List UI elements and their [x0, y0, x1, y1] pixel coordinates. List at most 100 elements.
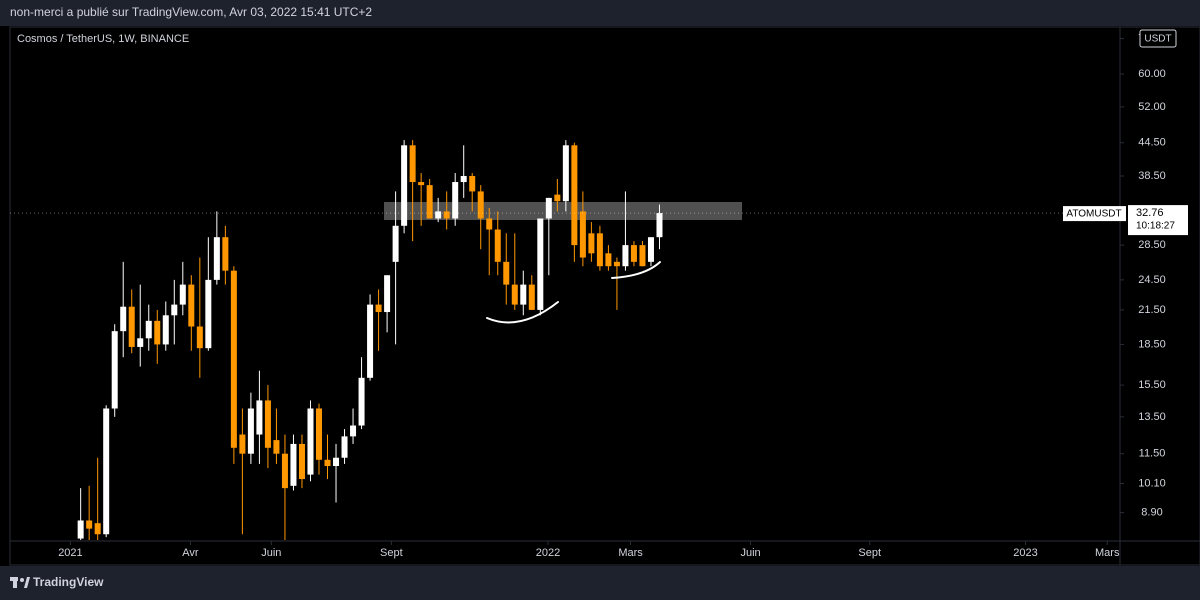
symbol-label: ATOMUSDT: [1066, 209, 1121, 220]
candle-body: [213, 237, 220, 280]
candle-body: [460, 175, 467, 183]
candle-body: [596, 233, 603, 267]
candle-body: [137, 338, 144, 347]
candle-body: [367, 304, 374, 378]
candle-body: [145, 320, 152, 339]
candle-body: [375, 304, 382, 313]
candle-body: [571, 145, 578, 246]
y-tick-label: 44.50: [1138, 137, 1166, 149]
y-tick-label: 24.50: [1138, 274, 1166, 286]
candle-body: [392, 225, 399, 262]
x-tick-label: Mars: [1095, 547, 1120, 559]
candle-body: [537, 218, 544, 310]
y-tick-label: 52.00: [1138, 101, 1166, 113]
x-tick-label: Juin: [261, 547, 281, 559]
footer-brand: TradingView: [33, 575, 104, 589]
candle-body: [358, 377, 365, 426]
candle-body: [562, 145, 569, 202]
candle-body: [554, 194, 561, 202]
candle-body: [409, 145, 416, 183]
x-tick-label: Sept: [380, 547, 403, 559]
candle-body: [341, 436, 348, 458]
candle-body: [350, 425, 357, 437]
x-tick-label: 2023: [1013, 547, 1037, 559]
candle-body: [622, 245, 629, 267]
candles: [77, 140, 663, 540]
candle-body: [239, 434, 246, 454]
candle-body: [256, 400, 263, 435]
y-tick-label: 13.50: [1138, 411, 1166, 423]
candle-body: [647, 237, 654, 262]
candle-body: [315, 408, 322, 460]
ticks: 8.90 10.10 11.50 13.50 15.50 18.50 21.50 24.50 2…: [58, 32, 1166, 558]
symbol-tag: [1063, 206, 1126, 222]
candle-body: [154, 320, 161, 345]
candle-body: [503, 261, 510, 285]
candle-body: [545, 197, 552, 219]
candle-body: [418, 182, 425, 186]
countdown-label: 10:18:27: [1136, 221, 1175, 232]
candle-body: [222, 237, 229, 271]
frame: [9, 26, 1200, 566]
candle-body: [324, 459, 331, 467]
candle-body: [656, 213, 663, 238]
candle-body: [281, 453, 288, 489]
candle-body: [613, 261, 620, 267]
candle-body: [452, 182, 459, 219]
y-tick-label: 8.90: [1141, 507, 1162, 519]
price-label: 32.76: [1136, 207, 1164, 219]
candle-body: [298, 443, 305, 480]
candle-body: [528, 284, 535, 310]
candle-body: [435, 211, 442, 219]
candle-body: [230, 270, 237, 448]
y-tick-label: 11.50: [1139, 448, 1166, 460]
x-tick-label: Avr: [182, 547, 199, 559]
candle-body: [94, 523, 101, 535]
plot-area: [9, 26, 1200, 566]
candle-body: [588, 233, 595, 254]
candle-body: [469, 175, 476, 192]
header-bar: [0, 0, 1200, 26]
candle-body: [103, 408, 110, 535]
y-tick-label: 28.50: [1138, 239, 1166, 251]
currency-button[interactable]: [1139, 29, 1177, 48]
candle-body: [333, 457, 340, 467]
candle-body: [264, 400, 271, 448]
y-tick-label: 10.10: [1138, 477, 1166, 489]
candle-body: [494, 229, 501, 262]
footer-bar: [0, 566, 1200, 600]
candle-body: [273, 440, 280, 454]
candle-body: [77, 520, 84, 539]
candle-body: [384, 275, 391, 313]
candle-body: [179, 284, 186, 305]
y-tick-label: 21.50: [1138, 304, 1166, 316]
candle-body: [290, 443, 297, 486]
header-text: non-merci a publié sur TradingView.com, …: [10, 5, 372, 19]
candle-body: [128, 306, 135, 347]
candle-body: [401, 145, 408, 226]
candle-body: [443, 211, 450, 219]
x-tick-label: 2021: [58, 547, 82, 559]
candle-body: [188, 284, 195, 327]
candle-body: [520, 284, 527, 305]
candle-body: [605, 253, 612, 267]
candle-body: [205, 279, 212, 349]
candle-body: [171, 304, 178, 316]
candle-body: [162, 315, 169, 345]
y-tick-label: 15.50: [1138, 379, 1166, 391]
last-price: ATOMUSDT 32.76 10:18:27: [10, 205, 1188, 236]
candle-body: [120, 306, 127, 332]
x-tick-label: 2022: [536, 547, 560, 559]
x-tick-label: Sept: [858, 547, 881, 559]
x-tick-label: Juin: [740, 547, 760, 559]
candle-body: [196, 326, 203, 349]
chart-title: Cosmos / TetherUS, 1W, BINANCE: [17, 33, 189, 45]
candle-body: [247, 408, 254, 454]
x-tick-label: Mars: [618, 547, 643, 559]
candle-body: [630, 245, 637, 262]
candle-body: [477, 191, 484, 219]
y-tick-label: 38.50: [1138, 170, 1166, 182]
currency-label[interactable]: USDT: [1144, 34, 1171, 45]
